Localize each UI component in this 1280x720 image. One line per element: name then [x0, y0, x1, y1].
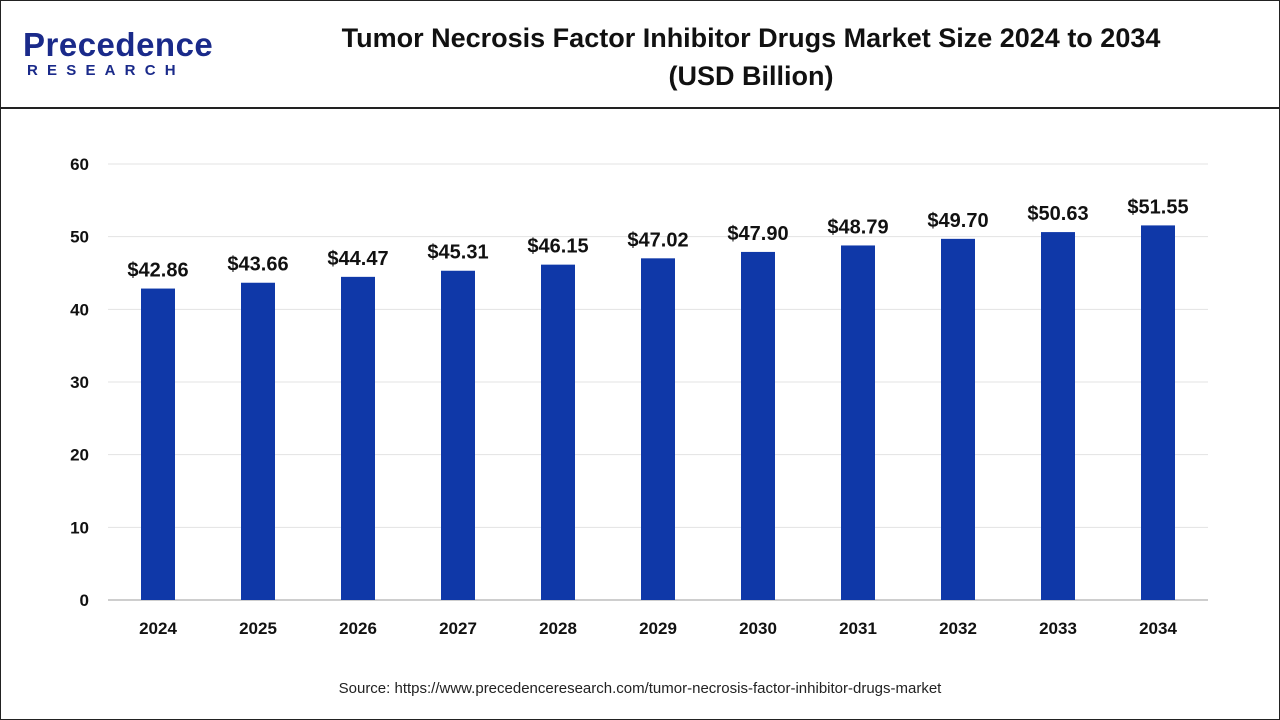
bar: [541, 264, 575, 600]
y-tick-label: 20: [70, 446, 89, 465]
x-tick-label: 2029: [639, 619, 677, 638]
bar: [941, 238, 975, 600]
y-tick-label: 0: [80, 591, 89, 610]
y-tick-label: 10: [70, 518, 89, 537]
data-label: $47.90: [727, 223, 788, 245]
bar: [241, 282, 275, 600]
x-tick-label: 2024: [139, 619, 177, 638]
y-tick-label: 50: [70, 228, 89, 247]
x-tick-label: 2031: [839, 619, 877, 638]
brand-sub: RESEARCH: [27, 62, 185, 79]
data-label: $42.86: [127, 260, 188, 282]
y-tick-label: 30: [70, 373, 89, 392]
bar: [441, 270, 475, 600]
x-tick-label: 2027: [439, 619, 477, 638]
chart-title-line2: (USD Billion): [668, 61, 834, 91]
brand-name: Precedence: [23, 26, 214, 63]
data-label: $46.15: [527, 236, 588, 258]
x-tick-label: 2032: [939, 619, 977, 638]
data-label: $49.70: [927, 210, 988, 232]
chart-title: Tumor Necrosis Factor Inhibitor Drugs Ma…: [251, 19, 1251, 95]
data-label: $45.31: [427, 242, 488, 264]
x-tick-label: 2026: [339, 619, 377, 638]
y-tick-label: 60: [70, 155, 89, 174]
bar-chart: 0102030405060$42.862024$43.662025$44.472…: [70, 155, 1208, 638]
bar: [1141, 225, 1175, 601]
data-label: $44.47: [327, 248, 388, 270]
y-tick-label: 40: [70, 300, 89, 319]
x-tick-label: 2034: [1139, 619, 1177, 638]
data-label: $47.02: [627, 229, 688, 251]
chart-title-line1: Tumor Necrosis Factor Inhibitor Drugs Ma…: [341, 23, 1161, 53]
bar: [641, 258, 675, 600]
bar: [1041, 232, 1075, 600]
x-tick-label: 2025: [239, 619, 277, 638]
bar: [341, 276, 375, 600]
data-label: $48.79: [827, 216, 888, 238]
x-tick-label: 2033: [1039, 619, 1077, 638]
bar: [141, 288, 175, 600]
source-note: Source: https://www.precedenceresearch.c…: [338, 680, 942, 697]
bar: [841, 245, 875, 600]
header: Precedence RESEARCH Tumor Necrosis Facto…: [1, 1, 1279, 109]
data-label: $43.66: [227, 254, 288, 276]
brand-logo: Precedence RESEARCH: [23, 27, 223, 87]
x-tick-label: 2030: [739, 619, 777, 638]
x-tick-label: 2028: [539, 619, 577, 638]
data-label: $51.55: [1127, 196, 1188, 218]
bar: [741, 251, 775, 600]
data-label: $50.63: [1027, 203, 1088, 225]
